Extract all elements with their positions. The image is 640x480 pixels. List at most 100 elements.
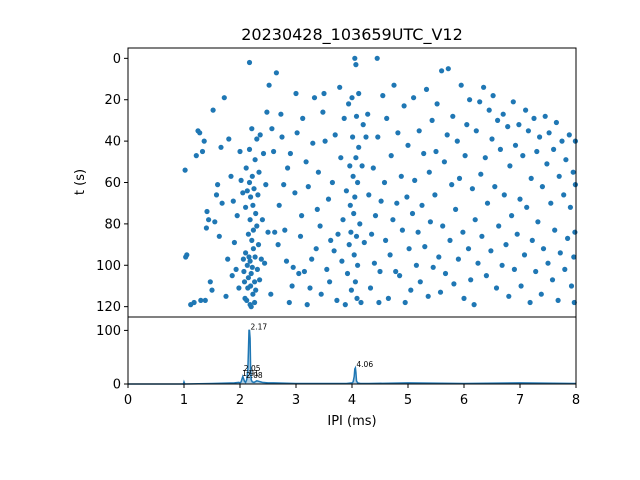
scatter-point xyxy=(244,188,250,194)
peak-label: 4.06 xyxy=(356,360,373,369)
scatter-point xyxy=(546,130,552,136)
scatter-point xyxy=(287,150,293,157)
scatter-point xyxy=(321,90,327,97)
histogram-line xyxy=(128,329,577,385)
scatter-point xyxy=(561,192,567,198)
scatter-point xyxy=(565,235,571,241)
y-tick-label: 0 xyxy=(113,52,121,67)
scatter-point xyxy=(449,182,455,188)
scatter-point xyxy=(507,163,513,169)
scatter-point xyxy=(393,268,399,275)
scatter-point xyxy=(275,242,281,248)
scatter-point xyxy=(385,295,391,301)
scatter-point xyxy=(557,250,563,256)
scatter-point xyxy=(249,173,255,179)
scatter-point xyxy=(346,242,352,248)
x-tick-label: 5 xyxy=(404,393,412,408)
scatter-point xyxy=(260,150,267,157)
scatter-point xyxy=(488,248,494,254)
scatter-point xyxy=(225,256,231,262)
scatter-point xyxy=(562,266,568,272)
scatter-point xyxy=(372,213,379,219)
scatter-point xyxy=(444,132,450,138)
scatter-point xyxy=(268,291,274,297)
scatter-point xyxy=(231,239,237,246)
scatter-point xyxy=(405,142,411,148)
scatter-point xyxy=(539,184,546,190)
scatter-point xyxy=(193,153,199,159)
scatter-point xyxy=(310,140,316,146)
scatter-point xyxy=(206,217,212,223)
scatter-point xyxy=(395,130,401,136)
scatter-point xyxy=(353,155,359,161)
y-tick-label: 40 xyxy=(104,135,121,150)
scatter-point xyxy=(553,119,560,126)
scatter-point xyxy=(248,304,254,310)
scatter-point xyxy=(297,233,304,239)
scatter-point xyxy=(343,188,349,194)
scatter-point xyxy=(286,299,292,306)
scatter-point xyxy=(549,277,556,283)
scatter-point xyxy=(568,283,575,289)
histogram-y-tick-label: 0 xyxy=(113,378,121,393)
scatter-point xyxy=(426,169,432,175)
scatter-point xyxy=(183,254,189,260)
scatter-point xyxy=(473,128,479,134)
scatter-point xyxy=(402,299,408,306)
scatter-point xyxy=(278,111,284,117)
scatter-point xyxy=(240,256,246,262)
scatter-point xyxy=(361,239,367,246)
scatter-point xyxy=(250,246,256,252)
scatter-point xyxy=(347,163,353,169)
scatter-point xyxy=(390,217,396,223)
chart-title: 20230428_103659UTC_V12 xyxy=(241,25,463,45)
scatter-point xyxy=(353,62,359,68)
scatter-point xyxy=(249,237,255,243)
scatter-point xyxy=(570,169,576,175)
scatter-point xyxy=(509,213,515,219)
scatter-point xyxy=(244,262,250,268)
scatter-point xyxy=(500,111,506,117)
scatter-point xyxy=(243,250,249,256)
scatter-point xyxy=(317,223,323,229)
x-tick-label: 4 xyxy=(348,393,356,408)
scatter-point xyxy=(415,229,421,235)
scatter-point xyxy=(255,192,261,198)
scatter-point xyxy=(434,101,440,107)
scatter-point xyxy=(397,273,403,279)
scatter-point xyxy=(352,194,358,200)
scatter-point xyxy=(441,159,447,165)
scatter-point xyxy=(378,198,384,204)
scatter-point xyxy=(247,258,253,264)
scatter-point xyxy=(246,59,253,66)
scatter-point xyxy=(322,138,328,144)
scatter-point xyxy=(233,266,239,272)
scatter-point xyxy=(535,219,541,225)
scatter-point xyxy=(339,258,345,264)
scatter-point xyxy=(492,184,498,190)
scatter-point xyxy=(572,229,578,235)
scatter-point xyxy=(228,173,234,179)
scatter-point xyxy=(248,283,254,289)
y-axis-ticks: 0 20 40 60 80 100 120 xyxy=(96,52,128,315)
scatter-point xyxy=(250,202,256,208)
scatter-point xyxy=(304,302,310,308)
scatter-point xyxy=(347,202,353,208)
scatter-point xyxy=(249,264,255,270)
scatter-point xyxy=(215,182,221,188)
scatter-point xyxy=(212,219,218,225)
scatter-point xyxy=(528,175,534,181)
scatter-point xyxy=(527,299,533,306)
scatter-point xyxy=(329,179,335,186)
scatter-point xyxy=(503,242,509,248)
scatter-point xyxy=(512,142,519,148)
scatter-point xyxy=(566,132,572,138)
scatter-point xyxy=(421,150,427,157)
scatter-point xyxy=(253,287,259,293)
scatter-point xyxy=(248,270,254,277)
scatter-point xyxy=(461,295,467,301)
scatter-point xyxy=(289,283,295,289)
x-tick-label: 3 xyxy=(292,393,300,408)
scatter-point xyxy=(327,279,333,285)
